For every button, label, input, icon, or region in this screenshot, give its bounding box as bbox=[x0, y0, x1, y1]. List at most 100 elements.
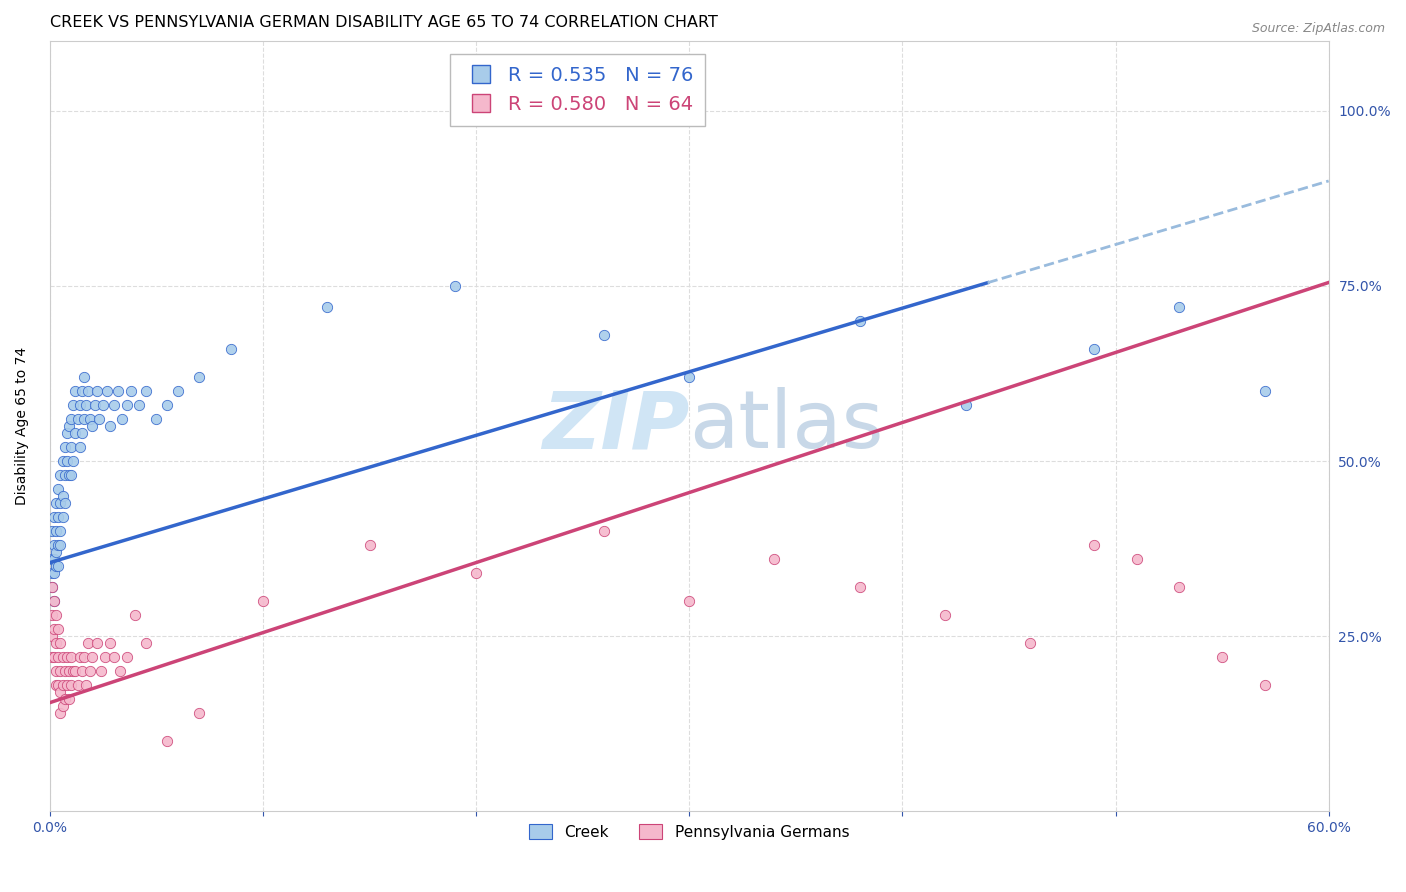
Point bbox=[73, 650, 96, 665]
Point bbox=[166, 384, 188, 398]
Point bbox=[955, 398, 977, 412]
Point bbox=[58, 468, 80, 483]
Point bbox=[42, 538, 65, 552]
Point bbox=[52, 678, 75, 692]
Point bbox=[77, 384, 100, 398]
Point bbox=[77, 636, 100, 650]
Point bbox=[56, 425, 79, 440]
Point bbox=[79, 412, 101, 426]
Point bbox=[316, 300, 339, 314]
Point bbox=[82, 419, 104, 434]
Text: ZIP: ZIP bbox=[541, 387, 689, 465]
Point bbox=[48, 622, 70, 636]
Point bbox=[60, 678, 83, 692]
Point bbox=[443, 279, 465, 293]
Point bbox=[58, 692, 80, 706]
Point bbox=[41, 650, 63, 665]
Point bbox=[1211, 650, 1233, 665]
Point bbox=[73, 370, 96, 384]
Point bbox=[60, 650, 83, 665]
Point bbox=[53, 692, 76, 706]
Point bbox=[465, 566, 488, 580]
Point bbox=[42, 566, 65, 580]
Point bbox=[56, 678, 79, 692]
Point bbox=[42, 594, 65, 608]
Point bbox=[49, 664, 72, 678]
Point bbox=[69, 650, 91, 665]
Point bbox=[219, 342, 242, 356]
Point bbox=[65, 664, 87, 678]
Point bbox=[45, 524, 67, 538]
Point bbox=[934, 608, 956, 623]
Point bbox=[848, 314, 870, 328]
Point bbox=[593, 524, 616, 538]
Point bbox=[98, 419, 121, 434]
Point bbox=[103, 650, 125, 665]
Point bbox=[45, 636, 67, 650]
Point bbox=[1168, 300, 1191, 314]
Point bbox=[91, 398, 114, 412]
Point bbox=[83, 398, 105, 412]
Point bbox=[145, 412, 167, 426]
Point bbox=[678, 594, 700, 608]
Point bbox=[60, 468, 83, 483]
Point bbox=[73, 412, 96, 426]
Point bbox=[42, 650, 65, 665]
Point bbox=[62, 398, 84, 412]
Point bbox=[359, 538, 381, 552]
Point bbox=[48, 559, 70, 574]
Point bbox=[48, 510, 70, 524]
Point bbox=[188, 370, 211, 384]
Point bbox=[49, 636, 72, 650]
Point bbox=[86, 636, 108, 650]
Point bbox=[42, 510, 65, 524]
Point bbox=[53, 440, 76, 454]
Point bbox=[1019, 636, 1042, 650]
Point bbox=[49, 468, 72, 483]
Point bbox=[41, 629, 63, 643]
Point bbox=[60, 412, 83, 426]
Point bbox=[52, 454, 75, 468]
Point bbox=[41, 580, 63, 594]
Point bbox=[42, 594, 65, 608]
Point bbox=[41, 580, 63, 594]
Point bbox=[69, 440, 91, 454]
Point bbox=[65, 384, 87, 398]
Point bbox=[58, 664, 80, 678]
Point bbox=[49, 538, 72, 552]
Point bbox=[156, 734, 179, 748]
Point bbox=[49, 685, 72, 699]
Point bbox=[188, 706, 211, 720]
Point bbox=[52, 489, 75, 503]
Point bbox=[66, 678, 89, 692]
Point bbox=[98, 636, 121, 650]
Point bbox=[41, 524, 63, 538]
Point bbox=[49, 524, 72, 538]
Point bbox=[763, 552, 786, 566]
Point bbox=[111, 412, 134, 426]
Point bbox=[103, 398, 125, 412]
Point bbox=[41, 608, 63, 623]
Point bbox=[56, 650, 79, 665]
Point bbox=[48, 650, 70, 665]
Point bbox=[45, 678, 67, 692]
Point bbox=[120, 384, 142, 398]
Point bbox=[115, 650, 138, 665]
Text: atlas: atlas bbox=[689, 387, 883, 465]
Point bbox=[156, 398, 179, 412]
Point bbox=[42, 552, 65, 566]
Point bbox=[678, 370, 700, 384]
Point bbox=[252, 594, 274, 608]
Point bbox=[70, 384, 93, 398]
Point bbox=[45, 608, 67, 623]
Point bbox=[75, 398, 97, 412]
Point bbox=[58, 419, 80, 434]
Point bbox=[62, 454, 84, 468]
Text: Source: ZipAtlas.com: Source: ZipAtlas.com bbox=[1251, 22, 1385, 36]
Point bbox=[48, 678, 70, 692]
Point bbox=[1254, 678, 1277, 692]
Point bbox=[128, 398, 150, 412]
Point bbox=[69, 398, 91, 412]
Point bbox=[90, 664, 112, 678]
Point bbox=[53, 496, 76, 510]
